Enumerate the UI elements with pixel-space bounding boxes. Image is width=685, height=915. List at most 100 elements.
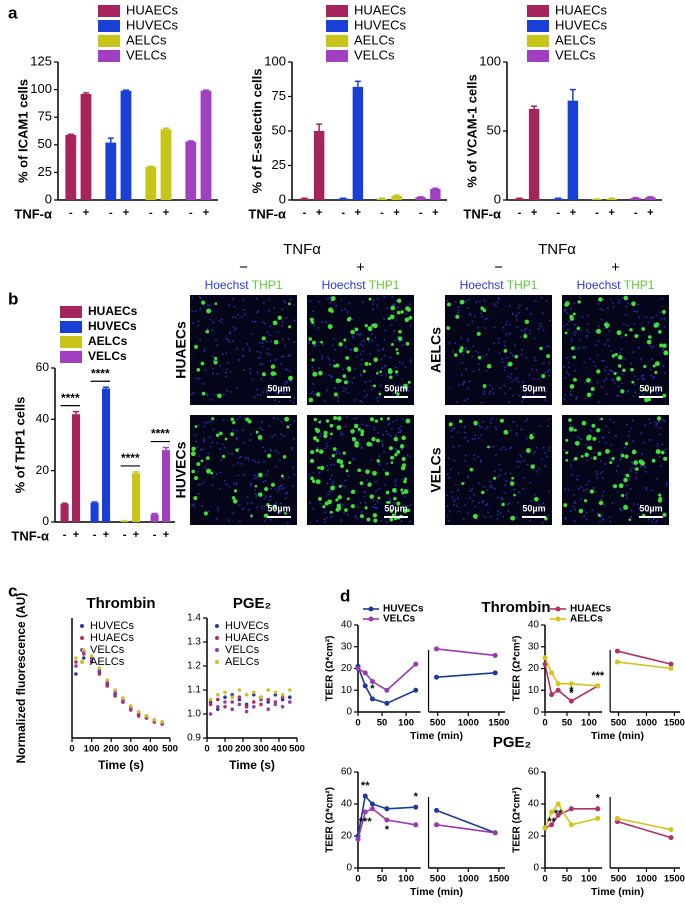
point <box>568 822 574 828</box>
nucleus <box>499 448 502 451</box>
thp1-cell <box>345 356 350 360</box>
significance-label: **** <box>121 451 140 465</box>
thp1-cell <box>310 476 314 481</box>
nucleus <box>457 309 460 312</box>
nucleus <box>259 363 262 365</box>
x-tick-label: 100 <box>84 744 100 755</box>
thp1-cell <box>372 470 377 476</box>
nucleus <box>611 302 614 304</box>
nucleus <box>392 392 395 395</box>
nucleus <box>615 394 618 397</box>
nucleus <box>509 429 512 432</box>
nucleus <box>472 370 475 373</box>
nucleus <box>600 386 603 389</box>
nucleus <box>194 310 197 313</box>
nucleus <box>496 513 499 516</box>
nucleus <box>398 427 401 430</box>
nucleus <box>262 480 265 483</box>
nucleus <box>370 388 373 391</box>
nucleus <box>345 378 348 380</box>
nucleus <box>385 307 388 310</box>
thp1-cell <box>372 513 378 518</box>
nucleus <box>376 500 379 503</box>
x-tick-label: - <box>149 207 153 219</box>
nucleus <box>215 394 218 396</box>
nucleus <box>360 446 363 449</box>
nucleus <box>352 377 355 379</box>
x-tick-label: 0 <box>542 874 547 885</box>
nucleus <box>462 353 464 356</box>
nucleus <box>659 455 661 458</box>
nucleus <box>242 299 245 302</box>
nucleus <box>370 459 373 461</box>
nucleus <box>446 299 449 302</box>
legend-label: HUVECs <box>354 17 407 32</box>
y-axis-label: TEER (Ω*cm²) <box>325 787 336 853</box>
nucleus <box>538 468 541 470</box>
nucleus <box>619 351 621 354</box>
nucleus <box>503 491 506 494</box>
nucleus <box>390 324 393 326</box>
nucleus <box>519 335 522 338</box>
thp1-cell <box>609 461 613 465</box>
point <box>355 836 361 842</box>
nucleus <box>611 379 614 382</box>
thp1-cell <box>394 453 398 457</box>
legend-swatch <box>326 5 348 17</box>
nucleus <box>601 495 604 497</box>
thp1-cell <box>392 487 397 493</box>
bar <box>200 90 212 200</box>
nucleus <box>199 307 202 310</box>
nucleus <box>446 515 449 518</box>
nucleus <box>370 445 373 448</box>
nucleus <box>655 424 658 426</box>
nucleus <box>333 359 336 362</box>
nucleus <box>284 301 287 304</box>
legend-label: VELCs <box>88 349 127 363</box>
nucleus <box>572 331 575 334</box>
nucleus <box>576 478 578 481</box>
bar <box>65 134 77 200</box>
nucleus <box>634 375 636 378</box>
thp1-cell <box>620 453 625 458</box>
y-axis-label: TEER (Ω*cm²) <box>325 636 336 702</box>
nucleus <box>232 298 234 301</box>
nucleus <box>640 375 643 377</box>
nucleus <box>390 428 393 430</box>
nucleus <box>221 353 224 356</box>
point <box>223 705 227 709</box>
nucleus <box>607 431 610 434</box>
nucleus <box>227 304 230 307</box>
nucleus <box>359 353 362 356</box>
bar <box>606 198 617 200</box>
nucleus <box>265 391 268 394</box>
nucleus <box>378 390 381 393</box>
thp1-cell <box>401 456 406 462</box>
nucleus <box>486 317 488 320</box>
nucleus <box>508 304 511 307</box>
point <box>237 695 242 699</box>
thp1-cell <box>337 494 342 500</box>
nucleus <box>282 355 285 358</box>
nucleus <box>292 401 295 404</box>
thp1-cell <box>338 425 342 429</box>
nucleus <box>385 373 388 375</box>
nucleus <box>256 393 259 396</box>
nucleus <box>535 470 538 473</box>
nucleus <box>475 350 477 353</box>
nucleus <box>292 466 295 469</box>
nucleus <box>487 511 490 514</box>
series-line <box>617 817 672 831</box>
nucleus <box>447 457 450 460</box>
nucleus <box>577 487 580 490</box>
nucleus <box>208 435 211 438</box>
nucleus <box>202 481 205 484</box>
thp1-cell <box>350 429 355 434</box>
nucleus <box>594 491 597 494</box>
nucleus <box>380 358 383 361</box>
thp1-cell <box>503 429 509 435</box>
nucleus <box>455 504 458 507</box>
nucleus <box>270 495 273 498</box>
point <box>369 801 375 807</box>
